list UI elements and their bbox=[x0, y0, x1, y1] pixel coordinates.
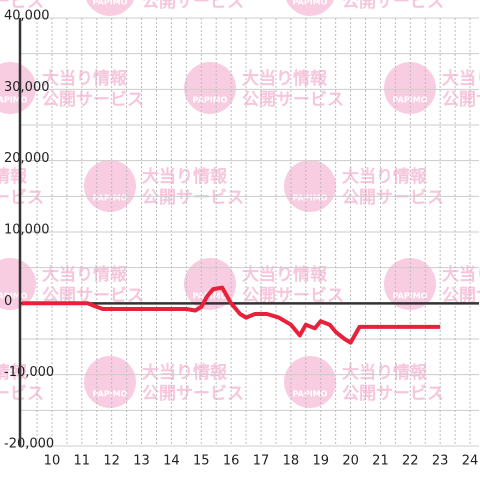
watermark-text: 公開サービス bbox=[42, 286, 144, 306]
watermark-text: 大当り情報 bbox=[342, 166, 428, 187]
watermark-text: 公開サービス bbox=[342, 0, 444, 12]
watermark-brand: PAPIMO bbox=[393, 96, 428, 105]
watermark-logo bbox=[86, 0, 134, 16]
y-tick-label: 0 bbox=[4, 294, 12, 309]
watermark-brand: PAPIMO bbox=[193, 292, 228, 301]
x-tick-label: 15 bbox=[193, 454, 210, 469]
x-tick-label: 20 bbox=[342, 454, 359, 469]
y-tick-label: -20,000 bbox=[4, 437, 54, 452]
x-tick-label: 10 bbox=[44, 454, 61, 469]
x-tick-label: 19 bbox=[312, 454, 329, 469]
watermark-logo bbox=[184, 258, 236, 310]
x-tick-label: 22 bbox=[402, 454, 419, 469]
watermark-text: 公開サービス bbox=[142, 188, 244, 208]
watermark-text: 公開サービス bbox=[0, 384, 44, 404]
watermark-logo bbox=[184, 62, 236, 114]
plot: -20,000 -10,000 0 10,000 20,000 30,000 40,000 1… bbox=[4, 9, 478, 469]
watermark-brand: PAPIMO bbox=[193, 96, 228, 105]
x-tick-label: 23 bbox=[432, 454, 449, 469]
watermark-text: 公開サービス bbox=[442, 90, 480, 110]
watermark-logo bbox=[0, 62, 36, 114]
watermark-brand: PAPIMO bbox=[0, 96, 28, 105]
watermark-logo bbox=[84, 160, 136, 212]
data-line bbox=[22, 285, 441, 345]
watermark-logo bbox=[286, 0, 334, 16]
watermark-text: 大当り情報 bbox=[342, 362, 428, 383]
watermark-text: 公開サービス bbox=[242, 286, 344, 306]
watermark-brand: PAPIMO bbox=[0, 292, 28, 301]
x-tick-label: 24 bbox=[462, 454, 479, 469]
x-tick-label: 16 bbox=[223, 454, 240, 469]
watermark-text: 大当り情報 bbox=[42, 264, 128, 285]
y-tick-label: 30,000 bbox=[4, 80, 50, 95]
watermark-logo bbox=[384, 258, 436, 310]
x-tick-label: 11 bbox=[74, 454, 91, 469]
x-tick-label: 14 bbox=[163, 454, 180, 469]
watermark-text: 公開サービス bbox=[0, 0, 44, 12]
x-tick-label: 18 bbox=[283, 454, 300, 469]
watermark-text: 大当り情報 bbox=[142, 166, 228, 187]
watermark-brand: PAPIMO bbox=[93, 0, 128, 7]
y-tick-label: 40,000 bbox=[4, 9, 50, 24]
y-tick-label: -10,000 bbox=[4, 365, 54, 380]
watermark-text: 公開サービス bbox=[342, 188, 444, 208]
watermark-text: 大当り情報 bbox=[0, 166, 28, 187]
x-tick-label: 12 bbox=[103, 454, 120, 469]
watermark-text: 大当り情報 bbox=[442, 264, 480, 285]
watermark-brand: PAPIMO bbox=[393, 292, 428, 301]
watermarks: PAPIMO大当り情報公開サービスPAPIMO大当り情報公開サービスPAPIMO… bbox=[0, 0, 480, 408]
watermark-brand: PAPIMO bbox=[293, 194, 328, 203]
y-tick-label: 10,000 bbox=[4, 223, 50, 238]
watermark-text: 大当り情報 bbox=[242, 264, 328, 285]
x-tick-label: 21 bbox=[372, 454, 389, 469]
watermark-brand: PAPIMO bbox=[293, 0, 328, 7]
x-tick-label: 13 bbox=[133, 454, 150, 469]
y-tick-label: 20,000 bbox=[4, 151, 50, 166]
watermark-text: 公開サービス bbox=[42, 90, 144, 110]
watermark-logo bbox=[284, 160, 336, 212]
watermark-text: 公開サービス bbox=[142, 0, 244, 12]
watermark-text: 大当り情報 bbox=[142, 362, 228, 383]
watermark-logo bbox=[0, 258, 36, 310]
watermark-text: 大当り情報 bbox=[242, 68, 328, 89]
watermark-text: 大当り情報 bbox=[42, 68, 128, 89]
watermark-logo bbox=[384, 62, 436, 114]
watermark-brand: PAPIMO bbox=[93, 390, 128, 399]
watermark-text: 公開サービス bbox=[242, 90, 344, 110]
watermark-text: 公開サービス bbox=[142, 384, 244, 404]
watermark-text: 公開サービス bbox=[342, 384, 444, 404]
watermark-brand: PAPIMO bbox=[93, 194, 128, 203]
watermark-logo bbox=[84, 356, 136, 408]
watermark-logo bbox=[284, 356, 336, 408]
watermark-text: 公開サービス bbox=[0, 188, 44, 208]
x-tick-label: 17 bbox=[253, 454, 270, 469]
watermark-text: 大当り情報 bbox=[442, 68, 480, 89]
grid bbox=[20, 17, 479, 447]
watermark-brand: PAPIMO bbox=[293, 390, 328, 399]
